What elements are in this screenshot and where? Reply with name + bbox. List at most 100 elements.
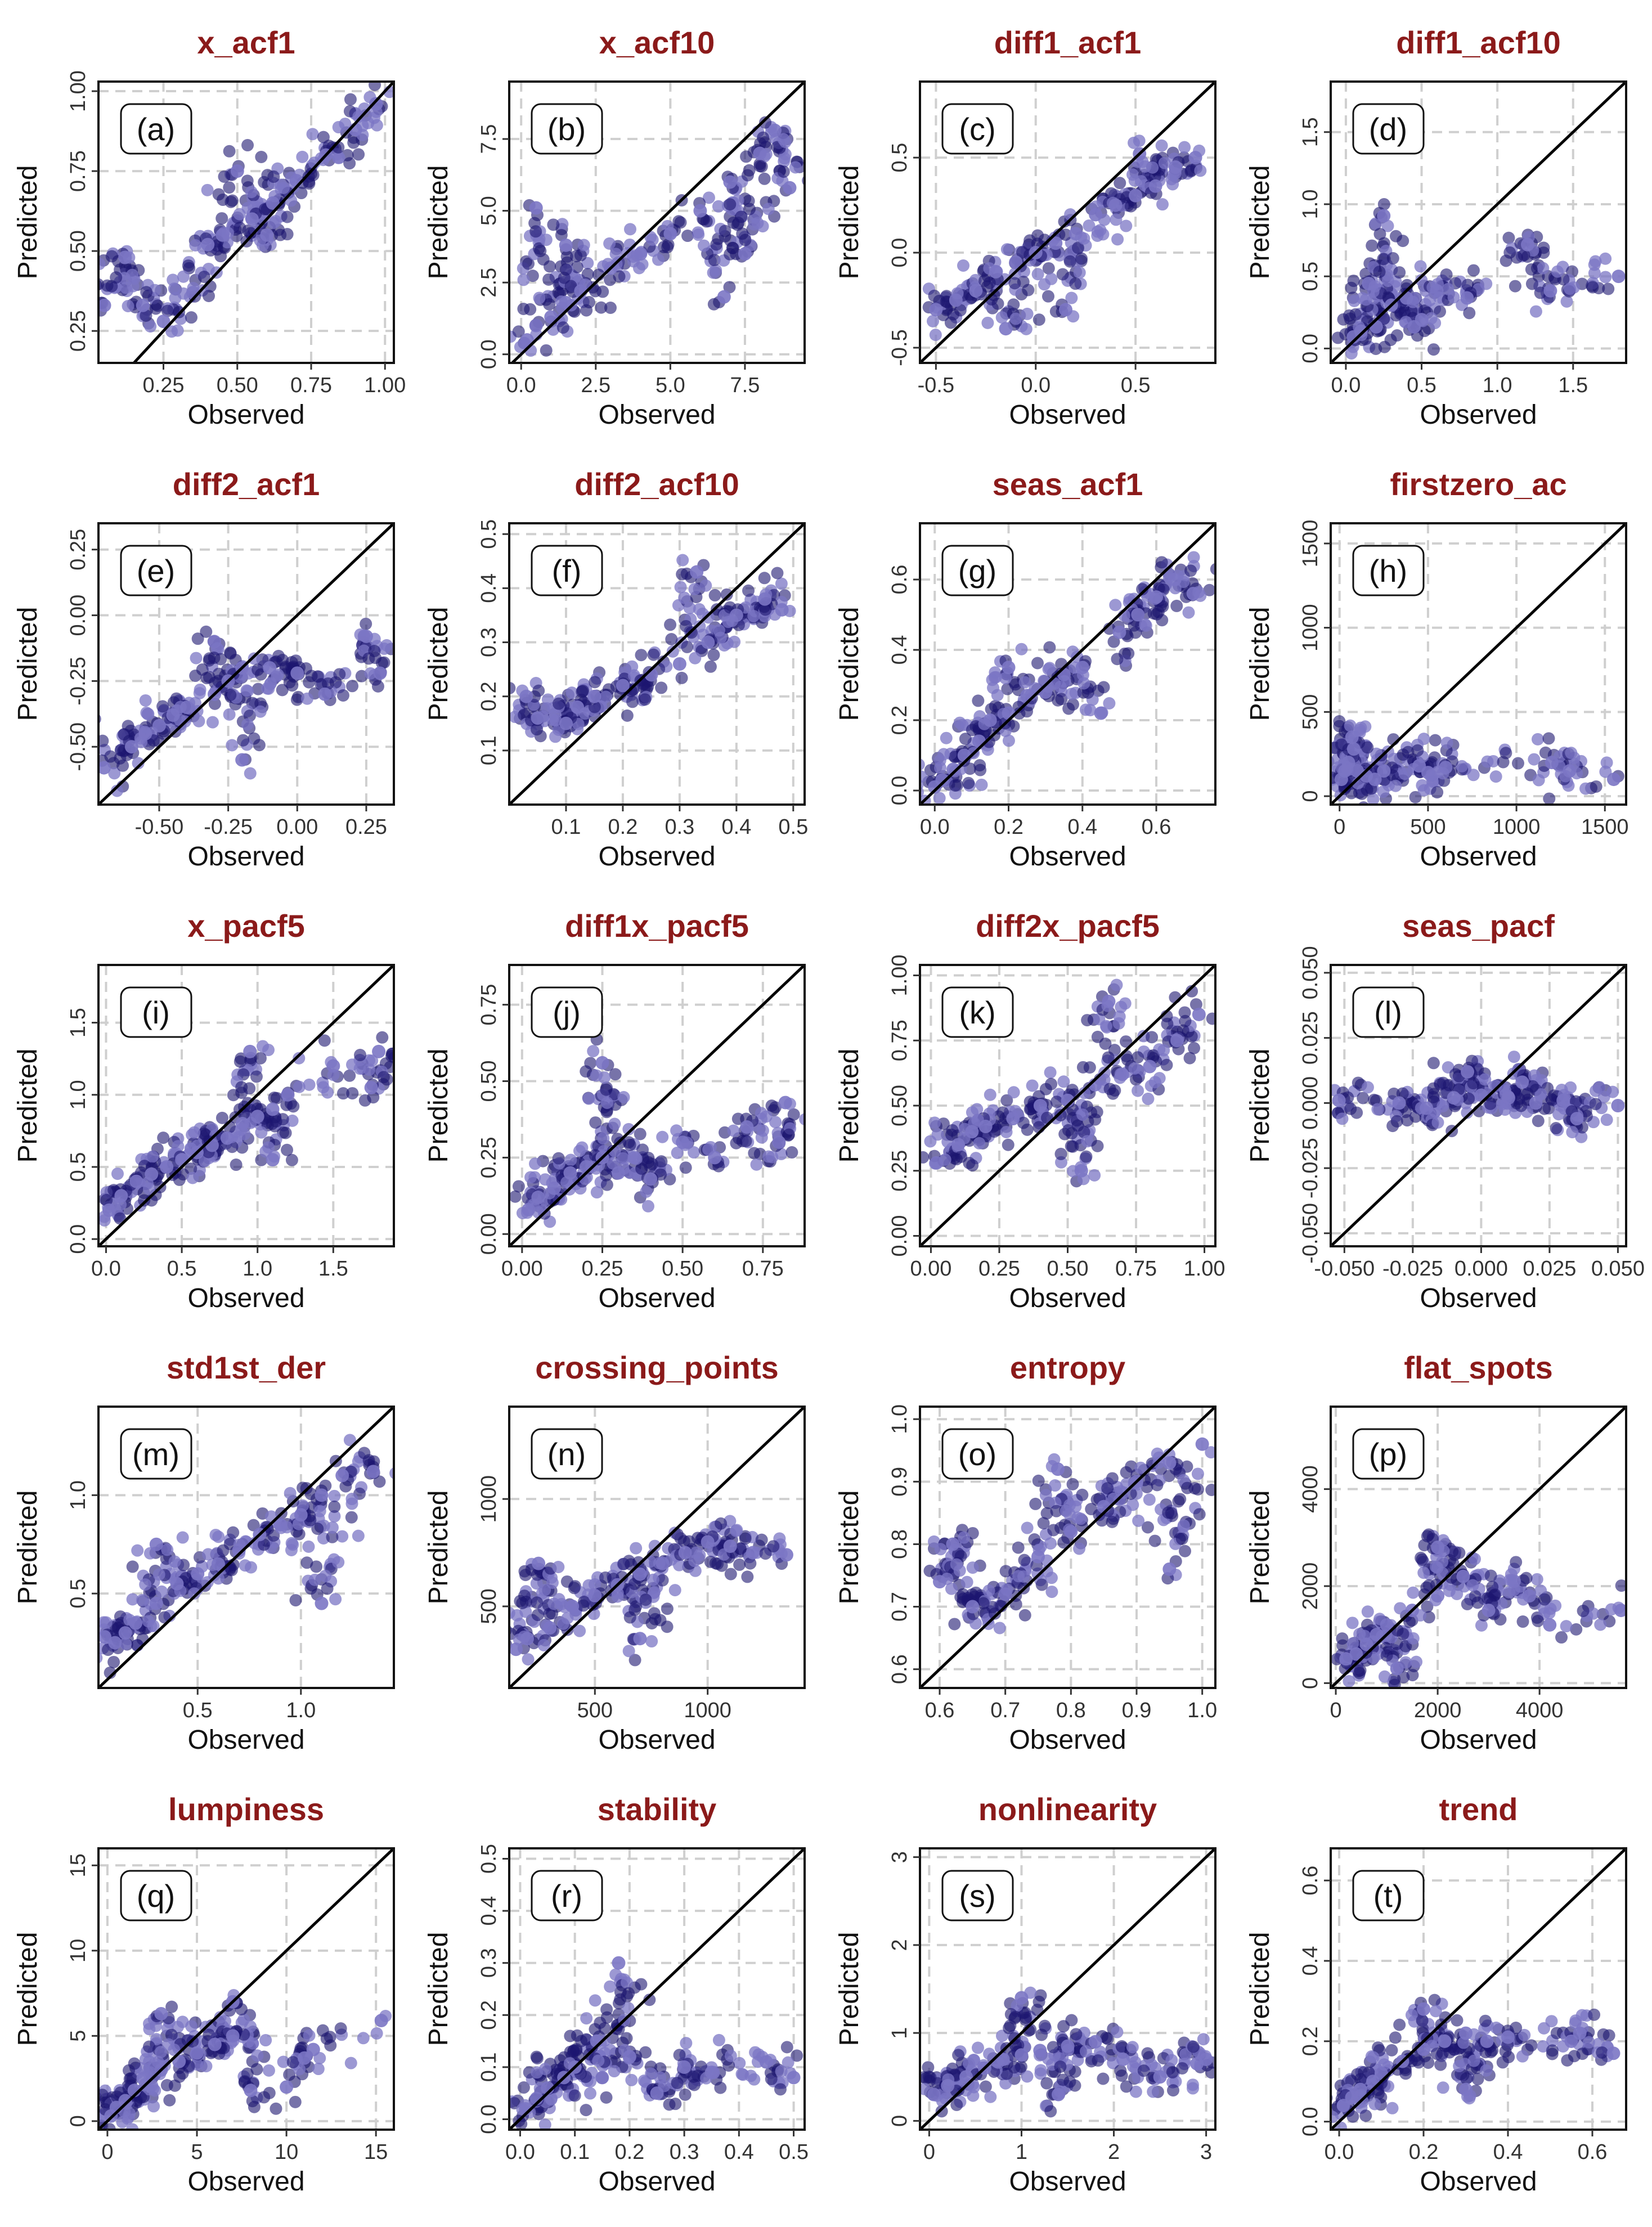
cloud-point	[645, 1157, 658, 1170]
data-point	[145, 1167, 159, 1181]
cloud-point	[726, 241, 739, 254]
cloud-point	[1066, 1140, 1079, 1153]
cloud-point	[1054, 1147, 1067, 1160]
panel-label-box	[1352, 103, 1425, 155]
cloud-point	[1436, 1555, 1449, 1568]
cloud-point	[1043, 662, 1056, 675]
y-axis-label: Predicted	[13, 165, 43, 280]
x-tick-label: 0.50	[662, 1257, 703, 1281]
cloud-point	[1175, 1532, 1188, 1545]
cloud-point	[1599, 252, 1612, 265]
data-point	[531, 1191, 545, 1205]
cloud-point	[326, 1521, 339, 1534]
x-tick-label: -0.50	[135, 815, 184, 839]
panel-d: diff1_acf10(d)0.0 0.5 1.0 1.50.00.51.01.5Ob…	[1245, 25, 1627, 430]
panel-title: diff1_acf10	[1396, 25, 1561, 60]
y-axis-label: Predicted	[424, 1049, 454, 1163]
data-point	[245, 212, 259, 226]
cloud-point	[988, 671, 1001, 684]
data-point	[544, 310, 558, 324]
panel-label: (i)	[142, 995, 170, 1030]
cloud-point	[1130, 1073, 1143, 1086]
cloud-point	[1367, 793, 1380, 805]
data-point	[180, 701, 194, 715]
cloud-point	[663, 1173, 676, 1186]
x-tick-label: 1.0	[1187, 1699, 1217, 1722]
x-tick-label: 0.000	[1455, 1257, 1508, 1281]
x-tick-label: 7.5	[730, 374, 760, 397]
data-point	[315, 1488, 329, 1502]
cloud-point	[588, 701, 601, 713]
cloud-point	[1407, 1586, 1420, 1599]
data-point	[266, 1153, 280, 1167]
data-point	[633, 1632, 647, 1646]
panel-frame	[97, 964, 395, 1247]
cloud-point	[1022, 284, 1035, 297]
x-tick-label: 0.6	[1142, 815, 1171, 839]
cloud-point	[363, 1054, 376, 1067]
cloud-point	[758, 172, 771, 185]
cloud-point	[640, 1185, 653, 1198]
data-point	[211, 1557, 225, 1571]
cloud-point	[532, 684, 545, 697]
cloud-point	[972, 694, 985, 707]
data-point	[678, 1546, 692, 1560]
data-point	[1456, 1569, 1470, 1583]
data-point	[160, 1160, 174, 1174]
data-point	[273, 1517, 288, 1532]
cloud-point	[522, 1653, 535, 1666]
cloud-point	[657, 241, 670, 254]
cloud-point	[214, 653, 227, 666]
panel-b: x_acf10(b)0.0 2.5 5.0 7.50.02.55.07.5Observ…	[424, 25, 806, 430]
cloud-point	[270, 1115, 282, 1128]
data-point	[1094, 706, 1108, 720]
cloud-point	[293, 1052, 306, 1065]
data-point	[1346, 742, 1361, 756]
cloud-point	[206, 716, 219, 729]
points-layer	[509, 1407, 805, 1688]
cloud-point	[311, 1522, 324, 1535]
cloud-point	[152, 1568, 165, 1581]
y-tick-label: 0	[1299, 1677, 1322, 1689]
cloud-point	[1344, 1102, 1357, 1115]
cloud-point	[1155, 556, 1168, 569]
x-tick-label: -0.025	[1382, 1257, 1443, 1281]
cloud-point	[285, 656, 298, 669]
cloud-point	[345, 1493, 358, 1506]
x-tick-label: 0.5	[1121, 374, 1151, 397]
cloud-point	[1056, 268, 1069, 281]
data-point	[1614, 1604, 1626, 1618]
x-axis-label: Observed	[187, 1725, 304, 1755]
panel-title: flat_spots	[1404, 1350, 1553, 1385]
data-point	[156, 315, 170, 329]
cloud-point	[208, 697, 221, 710]
cloud-point	[1134, 1461, 1147, 1474]
data-point	[1031, 1550, 1045, 1564]
cloud-point	[177, 270, 190, 283]
x-tick-label: 0.1	[551, 815, 581, 839]
cloud-point	[1044, 1066, 1057, 1079]
cloud-point	[674, 581, 687, 594]
data-point	[543, 1621, 557, 1635]
cloud-point	[1015, 643, 1028, 655]
cloud-point	[1345, 281, 1358, 294]
cloud-point	[1002, 1138, 1014, 1151]
cloud-point	[600, 1178, 613, 1191]
cloud-point	[995, 311, 1008, 324]
cloud-point	[652, 253, 665, 266]
cloud-point	[346, 680, 359, 693]
cloud-point	[656, 1574, 669, 1587]
y-tick-label: 0.6	[888, 565, 912, 595]
x-tick-label: 0.75	[1115, 1257, 1157, 1281]
cloud-point	[202, 290, 215, 303]
cloud-point	[201, 183, 214, 196]
x-tick-label: 0.4	[721, 815, 751, 839]
cloud-point	[623, 1138, 636, 1151]
data-point	[746, 1546, 760, 1560]
cloud-point	[704, 660, 717, 673]
data-point	[717, 290, 731, 304]
cloud-point	[1166, 178, 1179, 191]
data-point	[138, 726, 152, 740]
cloud-point	[1128, 619, 1141, 632]
cloud-point	[1600, 1114, 1613, 1126]
